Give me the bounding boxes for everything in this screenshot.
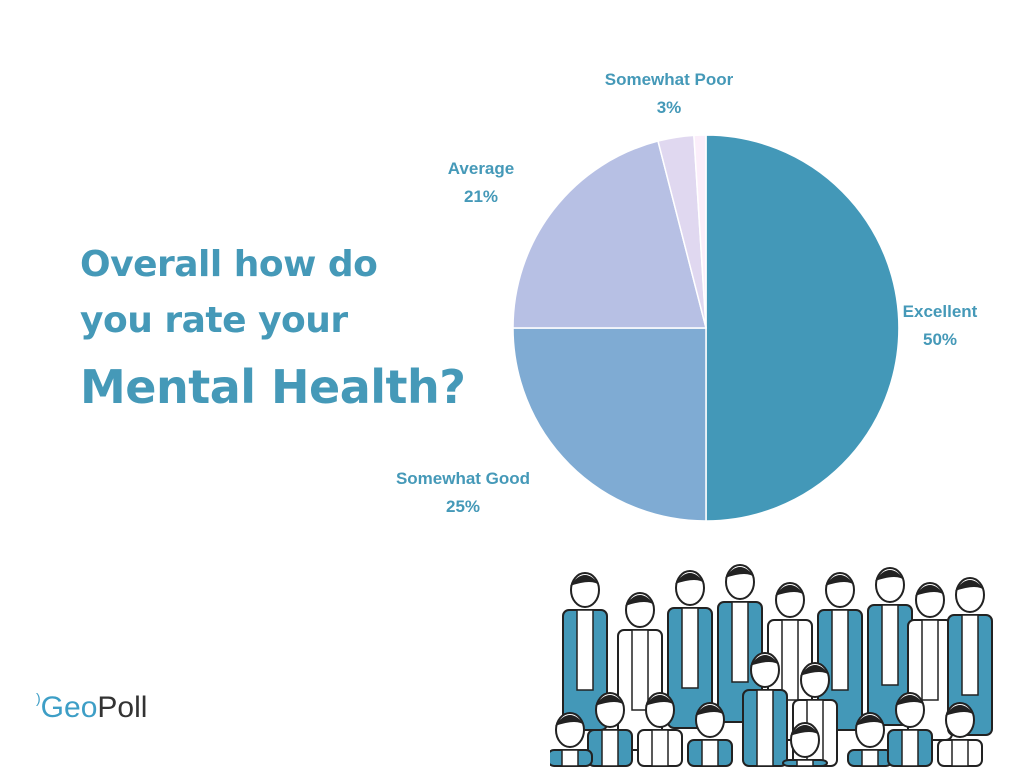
- person-figure: [550, 712, 593, 767]
- label-average: Average 21%: [391, 155, 571, 211]
- person-figure: [867, 567, 913, 726]
- person-figure: [667, 570, 713, 729]
- title-line-1: Overall how do: [80, 244, 378, 285]
- label-excellent-value: 50%: [922, 330, 958, 349]
- label-somewhat-poor-value: 3%: [656, 98, 682, 117]
- label-excellent: Excellent 50%: [850, 298, 1024, 354]
- person-figure: [782, 722, 828, 767]
- person-figure: [887, 692, 933, 767]
- title-line-3: Mental Health?: [80, 360, 466, 414]
- label-average-name: Average: [447, 159, 515, 178]
- person-figure: [937, 702, 983, 767]
- label-somewhat-poor: Somewhat Poor 3%: [579, 66, 759, 122]
- person-figure: [847, 712, 893, 767]
- person-figure: [637, 692, 683, 767]
- label-average-value: 21%: [463, 187, 499, 206]
- label-somewhat-poor-name: Somewhat Poor: [604, 70, 734, 89]
- pie-slice-somewhat-good: [512, 327, 707, 522]
- person-figure: [562, 572, 608, 731]
- pie-slice-excellent: [705, 134, 900, 522]
- pie-slice-unlabeled: [693, 134, 707, 329]
- title-line-2: you rate your: [80, 300, 348, 341]
- label-somewhat-good: Somewhat Good 25%: [373, 465, 553, 521]
- label-somewhat-good-name: Somewhat Good: [395, 469, 531, 488]
- logo-geo: Geo: [40, 691, 98, 724]
- logo-poll: Poll: [97, 691, 148, 724]
- person-figure: [687, 702, 733, 767]
- geopoll-logo: )GeoPoll: [36, 690, 147, 730]
- label-excellent-name: Excellent: [902, 302, 978, 321]
- people-illustration: [550, 564, 993, 767]
- signal-icon: ): [36, 690, 41, 706]
- person-figure: [742, 652, 788, 767]
- person-figure: [587, 692, 633, 767]
- pie-slice-average: [512, 140, 707, 329]
- label-somewhat-good-value: 25%: [445, 497, 481, 516]
